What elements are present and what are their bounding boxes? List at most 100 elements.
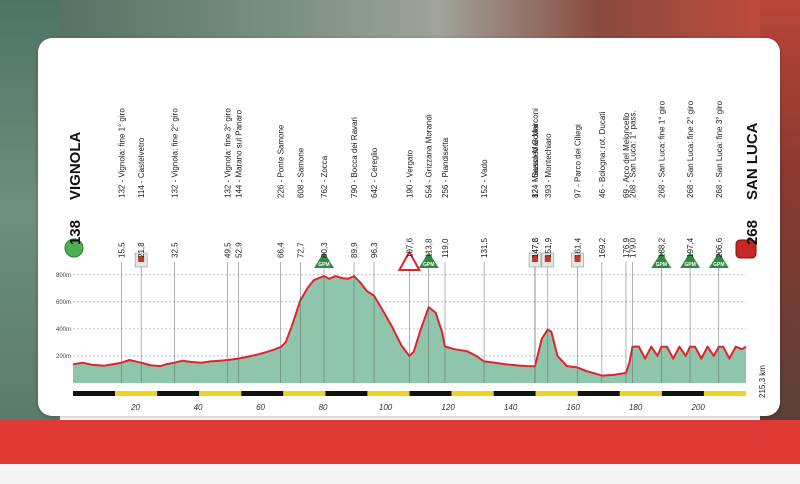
waypoint-name: 132 - Vignola: fine 2° giro: [171, 108, 180, 198]
gpm-marker-label: GPM: [713, 262, 724, 268]
sprint-marker-flag: [574, 256, 581, 262]
waypoint-name: 642 - Cereglio: [370, 147, 379, 198]
waypoint-km: 52,9: [234, 242, 243, 258]
gpm-marker: [418, 252, 439, 268]
waypoint-km: 107,6: [405, 237, 414, 258]
waypoint-km: 15,5: [117, 242, 126, 258]
distance-band-segment: [199, 391, 242, 396]
waypoint-km: 113,8: [425, 238, 434, 258]
waypoint-name: 608 - Samone: [296, 147, 305, 198]
waypoint-km: 32,5: [171, 242, 180, 258]
altitude-tick-label: 800m: [56, 273, 71, 279]
gpm-marker: [680, 252, 701, 268]
distance-band-segment: [157, 391, 200, 396]
waypoint-name: 190 - Vergato: [405, 149, 414, 198]
distance-tick-label: 120: [441, 403, 455, 412]
gpm-marker-label: GPM: [423, 262, 434, 268]
waypoint-name: 268 - San Luca: fine 1° giro: [657, 100, 666, 198]
distance-band-segment: [409, 391, 452, 396]
gpm-marker: [314, 252, 335, 268]
altitude-tick-label: 600m: [56, 300, 71, 306]
gpm-marker-label: GPM: [318, 262, 329, 268]
waypoint-name: 268 - San Luca: fine 2° giro: [686, 100, 695, 198]
distance-band-segment: [619, 391, 662, 396]
red-band: [0, 420, 800, 464]
distance-band-segment: [73, 391, 116, 396]
waypoint-km: 96,3: [370, 242, 379, 258]
waypoint-name: 268 - San Luca: fine 3° giro: [715, 100, 724, 198]
waypoint-km: 176,9: [622, 237, 631, 258]
distance-tick-label: 200: [690, 403, 705, 412]
waypoint-km: 188,2: [657, 237, 666, 258]
distance-band-segment: [493, 391, 536, 396]
waypoint-name: 790 - Bocca dei Ravari: [350, 117, 359, 198]
distance-band-segment: [535, 391, 578, 396]
waypoint-name: 256 - Piandisetta: [441, 137, 450, 198]
waypoint-name: 97 - Parco dei Ciliegi: [574, 124, 583, 198]
distance-axis: 20 40 60 80 100 120 140 160 180 200: [73, 391, 746, 412]
waypoint-name: 82 - Mausoleo G.Marconi: [531, 108, 540, 198]
waypoint-km: 21,8: [137, 242, 146, 258]
waypoint-km: 119,0: [441, 238, 450, 258]
distance-tick-label: 140: [504, 403, 518, 412]
profile-line: [72, 275, 747, 377]
waypoint-name: 132 - Vignola: fine 3° giro: [224, 108, 233, 198]
waypoint-km: 131,5: [480, 237, 489, 258]
distance-band-segment: [661, 391, 704, 396]
waypoint-name: 132 - Vignola: fine 1° giro: [117, 108, 126, 198]
waypoint-km: 66,4: [277, 242, 286, 258]
waypoint-km: 151,9: [544, 237, 553, 258]
danger-marker: [397, 249, 422, 271]
waypoint-km: 206,6: [715, 237, 724, 258]
waypoint-km: 72,7: [296, 242, 305, 258]
finish-altitude: 268: [744, 220, 761, 245]
waypoint-km: 161,4: [574, 237, 583, 258]
altitude-tick-label: 400m: [56, 327, 71, 333]
start-icon: [64, 238, 84, 258]
start-name: VIGNOLA: [67, 131, 84, 200]
waypoint-labels: 15,5 132 - Vignola: fine 1° giro 21,8 114 -…: [117, 100, 723, 258]
waypoint-name: 124 - Sasso Marconi: [531, 124, 540, 198]
distance-band-segment: [241, 391, 284, 396]
sprint-marker-flag: [138, 256, 145, 262]
waypoint-name: 69 - Arco del Meloncello: [622, 112, 631, 198]
distance-band-segment: [283, 391, 326, 396]
gpm-marker: [708, 252, 729, 268]
distance-tick-label: 40: [194, 403, 203, 412]
waypoint-name: 554 - Grizzana Morandi: [425, 114, 434, 198]
sprint-marker-flag: [532, 256, 539, 262]
distance-tick-label: 20: [130, 403, 140, 412]
waypoint-name: 46 - Bologna: rot. Ducati: [598, 112, 607, 198]
finish-icon: [735, 239, 757, 259]
waypoint-km: 80,3: [320, 242, 329, 258]
sprint-marker-flag: [544, 256, 551, 262]
waypoint-name: 268 - San Luca: 1° pass.: [629, 110, 638, 198]
gpm-marker-label: GPM: [656, 262, 667, 268]
waypoint-name: 393 - Montechiaro: [544, 133, 553, 198]
waypoint-lines: [121, 262, 720, 383]
waypoint-name: 152 - Vado: [480, 159, 489, 198]
waypoint-name: 226 - Ponte Samone: [277, 124, 286, 198]
distance-band-segment: [115, 391, 158, 396]
distance-band-segment: [577, 391, 620, 396]
finish-name: SAN LUCA: [744, 122, 761, 200]
distance-tick-label: 180: [629, 403, 643, 412]
distance-band-segment: [703, 391, 746, 396]
waypoint-km: 197,4: [686, 237, 695, 258]
bottom-strip: [0, 464, 800, 484]
waypoint-km: 147,8: [531, 237, 540, 258]
distance-tick-label: 100: [379, 403, 393, 412]
distance-band-segment: [367, 391, 410, 396]
waypoint-km: 169,2: [598, 237, 607, 258]
gpm-marker-label: GPM: [684, 262, 695, 268]
waypoint-name: 762 - Zocca: [320, 155, 329, 198]
waypoint-km: 179,0: [629, 237, 638, 258]
distance-tick-label: 60: [256, 403, 265, 412]
waypoint-km: 147,8: [531, 237, 540, 258]
waypoint-km: 49,5: [224, 242, 233, 258]
start-altitude: 138: [67, 220, 84, 245]
waypoint-name: 144 - Marano sul Panaro: [234, 109, 243, 198]
waypoint-km: 89,9: [350, 242, 359, 258]
distance-band-segment: [451, 391, 494, 396]
